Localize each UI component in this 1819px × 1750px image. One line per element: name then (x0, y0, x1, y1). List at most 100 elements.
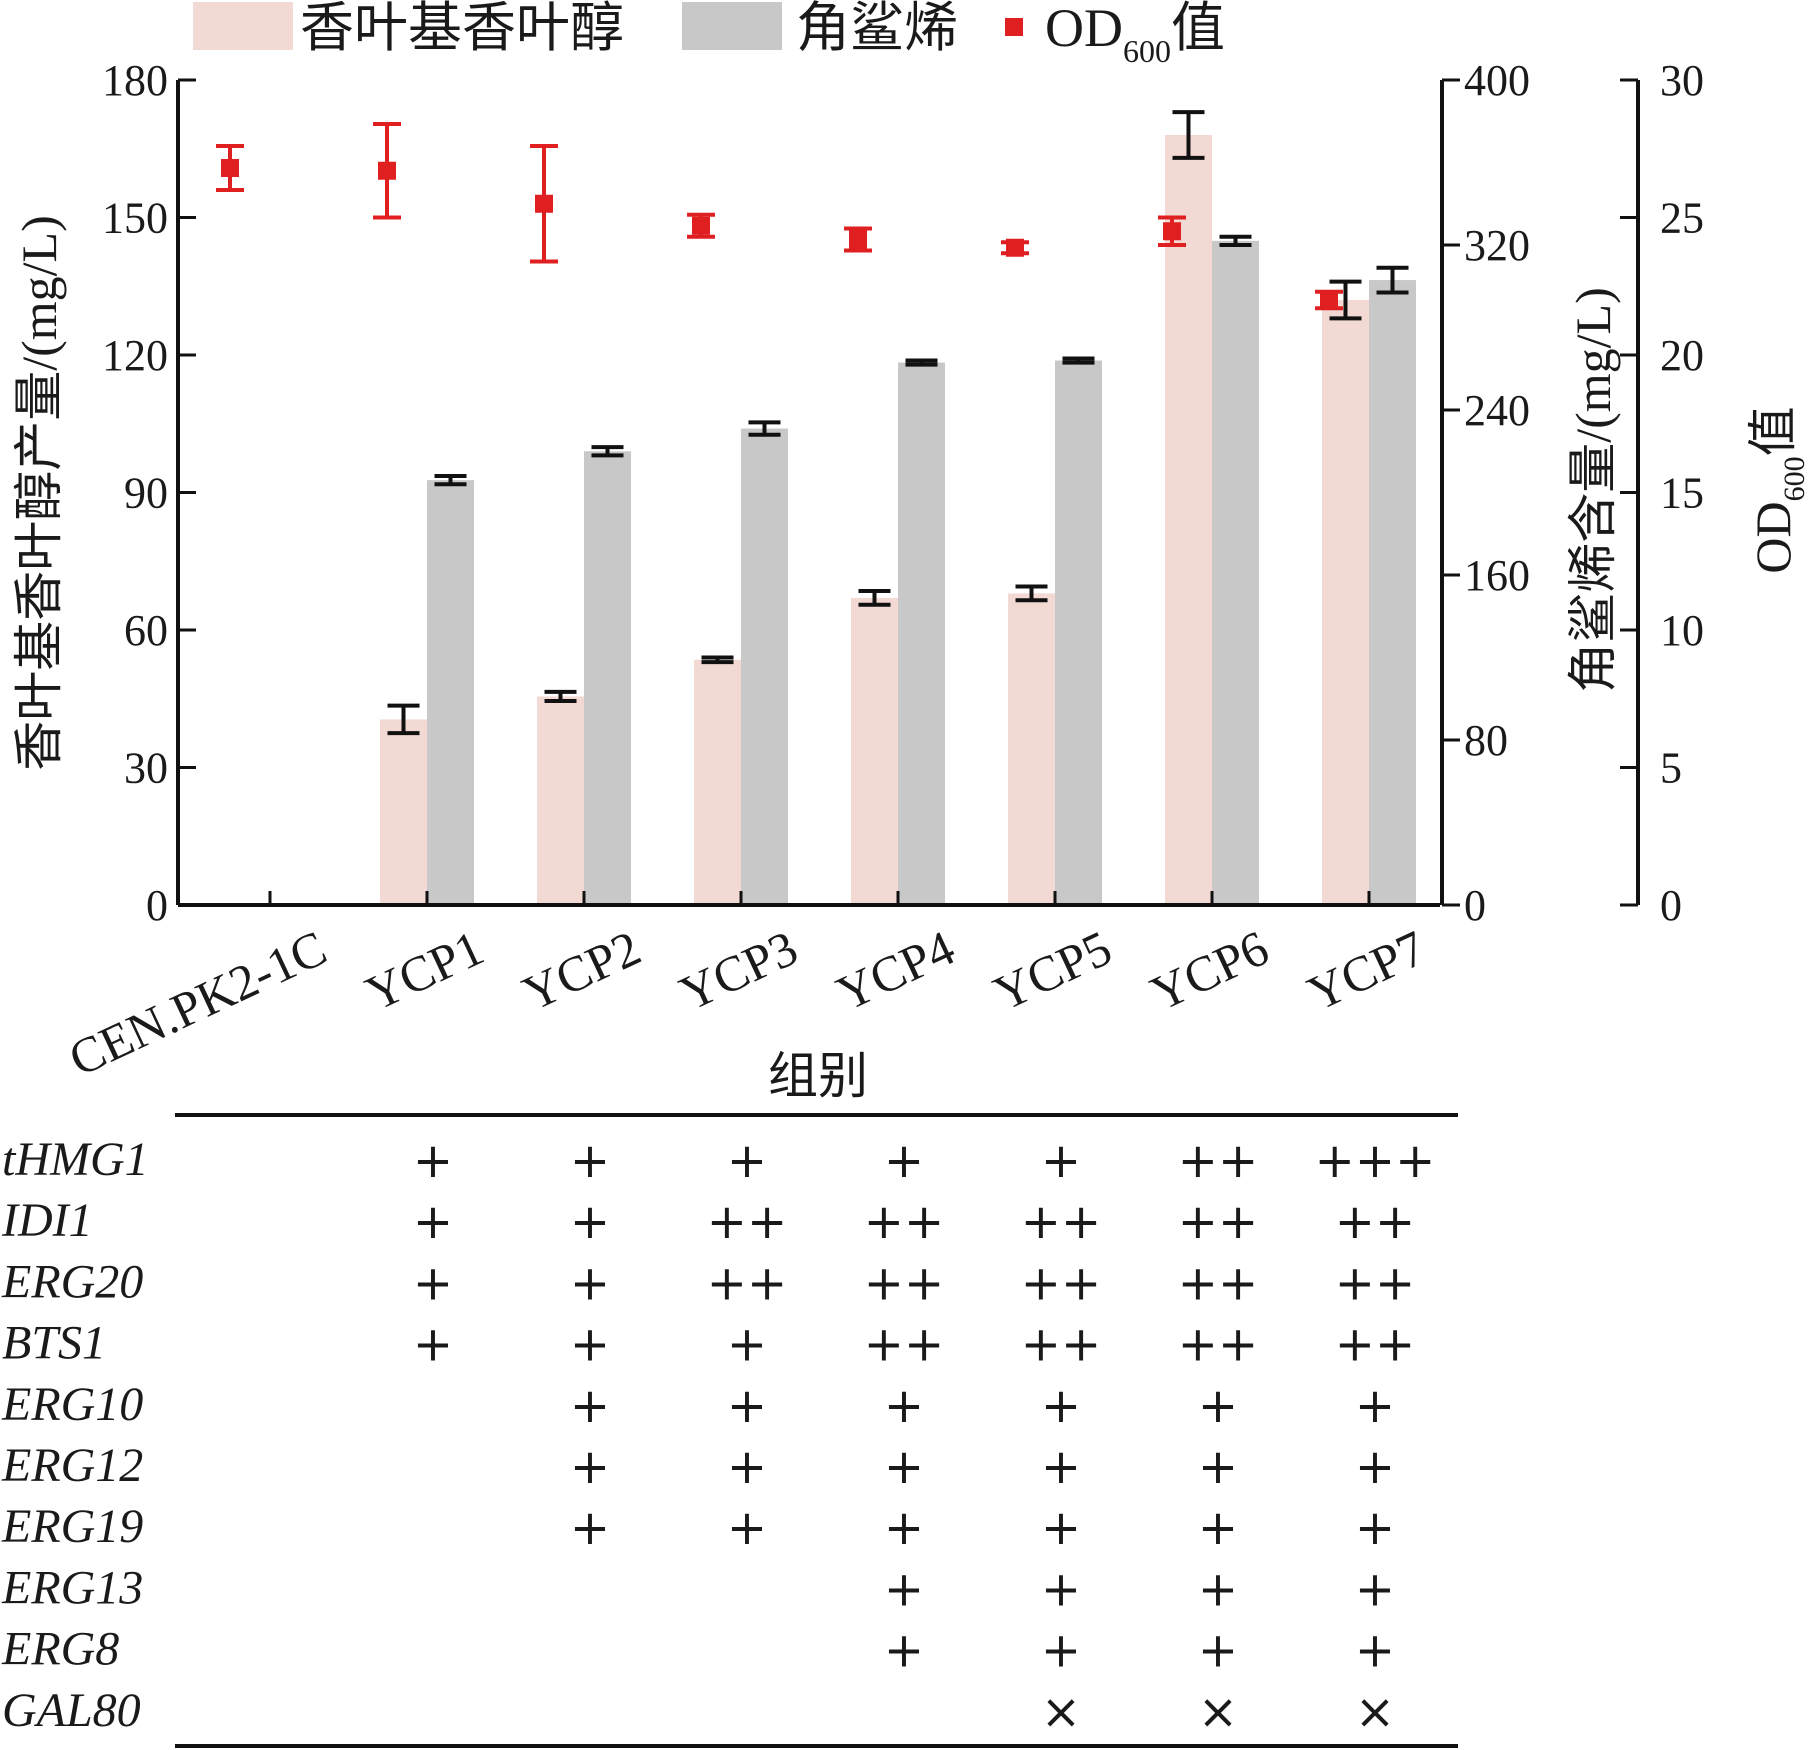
gene-label: IDI1 (1, 1194, 93, 1247)
table-cell: + (1041, 1439, 1081, 1495)
od-axis-suffix: 值 (1745, 406, 1801, 456)
tick-label-right-squalene: 240 (1464, 386, 1530, 435)
bar-squalene (1212, 240, 1259, 905)
table-cell: + (884, 1500, 924, 1556)
errorbar-geranylgeraniol (701, 655, 734, 665)
gene-label: tHMG1 (2, 1133, 149, 1186)
bar-squalene (898, 362, 945, 905)
category-label: YCP7 (1299, 919, 1433, 1021)
point-od600 (221, 159, 239, 177)
table-cell: + (727, 1133, 767, 1189)
table-cell: + (413, 1133, 453, 1189)
legend-od-subscript: 600 (1123, 33, 1171, 69)
gene-label: ERG19 (1, 1500, 143, 1553)
table-cell: + (413, 1255, 453, 1311)
errorbar-squalene (1062, 356, 1095, 365)
tick-label-left: 150 (102, 194, 168, 243)
tick-label-right-squalene: 320 (1464, 221, 1530, 270)
table-cell: + (1198, 1623, 1238, 1679)
table-cell: + (570, 1255, 610, 1311)
table-cell: + (1198, 1500, 1238, 1556)
table-cell: +++ (1315, 1133, 1436, 1189)
table-cell: × (1355, 1684, 1395, 1740)
table-cell: + (884, 1623, 924, 1679)
bar-squalene (1055, 360, 1102, 905)
table-cell: + (884, 1133, 924, 1189)
errorbar-geranylgeraniol (1015, 584, 1048, 603)
errorbar-squalene (434, 474, 467, 487)
bar-geranylgeraniol (1165, 135, 1212, 905)
table-cell: ++ (1178, 1194, 1258, 1250)
gene-label: ERG8 (1, 1623, 119, 1676)
table-cell: ++ (1178, 1255, 1258, 1311)
table-cell: × (1041, 1684, 1081, 1740)
table-cell: ++ (1178, 1317, 1258, 1373)
table-cell: + (1355, 1623, 1395, 1679)
errorbar-squalene (748, 420, 781, 437)
gene-label: ERG13 (1, 1561, 143, 1614)
legend-swatch-squalene (682, 2, 782, 50)
gene-label: GAL80 (2, 1684, 141, 1737)
genotype-table: tHMG1 + + + + + ++ +++IDI1 + + ++ ++ ++ ++ ++ERG20 + + ++… (1, 1113, 1458, 1748)
bar-geranylgeraniol (380, 719, 427, 905)
table-cell: + (1355, 1500, 1395, 1556)
table-cell: + (413, 1317, 453, 1373)
table-cell: + (1198, 1378, 1238, 1434)
legend-od-prefix: OD (1045, 0, 1123, 58)
table-cell: ++ (864, 1194, 944, 1250)
table-cell: + (1041, 1378, 1081, 1434)
table-cell: + (884, 1378, 924, 1434)
point-od600 (692, 216, 710, 235)
table-cell: + (570, 1317, 610, 1373)
table-cell: + (1355, 1439, 1395, 1495)
errorbar-squalene (591, 445, 624, 458)
errorbar-squalene (905, 358, 938, 367)
table-cell: ++ (1178, 1133, 1258, 1189)
tick-label-right-od600: 25 (1660, 194, 1704, 243)
legend-label-geranylgeraniol: 香叶基香叶醇 (300, 0, 624, 58)
bar-squalene (427, 480, 474, 905)
gene-label: ERG20 (1, 1255, 143, 1308)
table-cell: + (727, 1317, 767, 1373)
bar-squalene (584, 451, 631, 905)
errorbar-geranylgeraniol (1172, 110, 1205, 160)
table-cell: + (884, 1439, 924, 1495)
tick-label-right-squalene: 160 (1464, 551, 1530, 600)
tick-label-right-od600: 30 (1660, 56, 1704, 105)
table-cell: + (727, 1378, 767, 1434)
point-od600 (1163, 222, 1181, 241)
tick-label-right-od600: 10 (1660, 606, 1704, 655)
tick-label-left: 180 (102, 56, 168, 105)
table-cell: + (1198, 1561, 1238, 1617)
gene-label: BTS1 (2, 1317, 106, 1370)
od-axis-subscript: 600 (1778, 456, 1811, 501)
tick-label-right-od600: 5 (1660, 744, 1682, 793)
table-cell: ++ (1335, 1317, 1415, 1373)
point-od600 (1320, 291, 1338, 309)
category-label: YCP4 (828, 919, 962, 1021)
bar-geranylgeraniol (851, 597, 898, 905)
legend-marker-od600 (1005, 18, 1023, 36)
table-cell: + (570, 1194, 610, 1250)
y-axis-label-right-squalene: 角鲨烯含量/(mg/L) (1565, 287, 1621, 693)
table-cell: + (570, 1133, 610, 1189)
errorbar-geranylgeraniol (387, 703, 420, 736)
errorbar-squalene (1376, 265, 1409, 295)
legend-swatch-geranylgeraniol (193, 2, 293, 50)
table-cell: + (1041, 1133, 1081, 1189)
table-cell: + (1198, 1439, 1238, 1495)
errorbar-squalene (1219, 234, 1252, 247)
category-label: YCP6 (1142, 919, 1276, 1021)
bar-geranylgeraniol (537, 696, 584, 905)
table-cell: + (413, 1194, 453, 1250)
legend-label-squalene: 角鲨烯 (796, 0, 958, 58)
point-od600 (849, 230, 867, 249)
bar-squalene (741, 428, 788, 905)
gene-label: ERG12 (1, 1439, 143, 1492)
table-cell: ++ (864, 1317, 944, 1373)
point-od600 (378, 161, 396, 180)
table-cell: + (1041, 1500, 1081, 1556)
table-cell: + (884, 1561, 924, 1617)
point-od600 (1006, 238, 1024, 257)
